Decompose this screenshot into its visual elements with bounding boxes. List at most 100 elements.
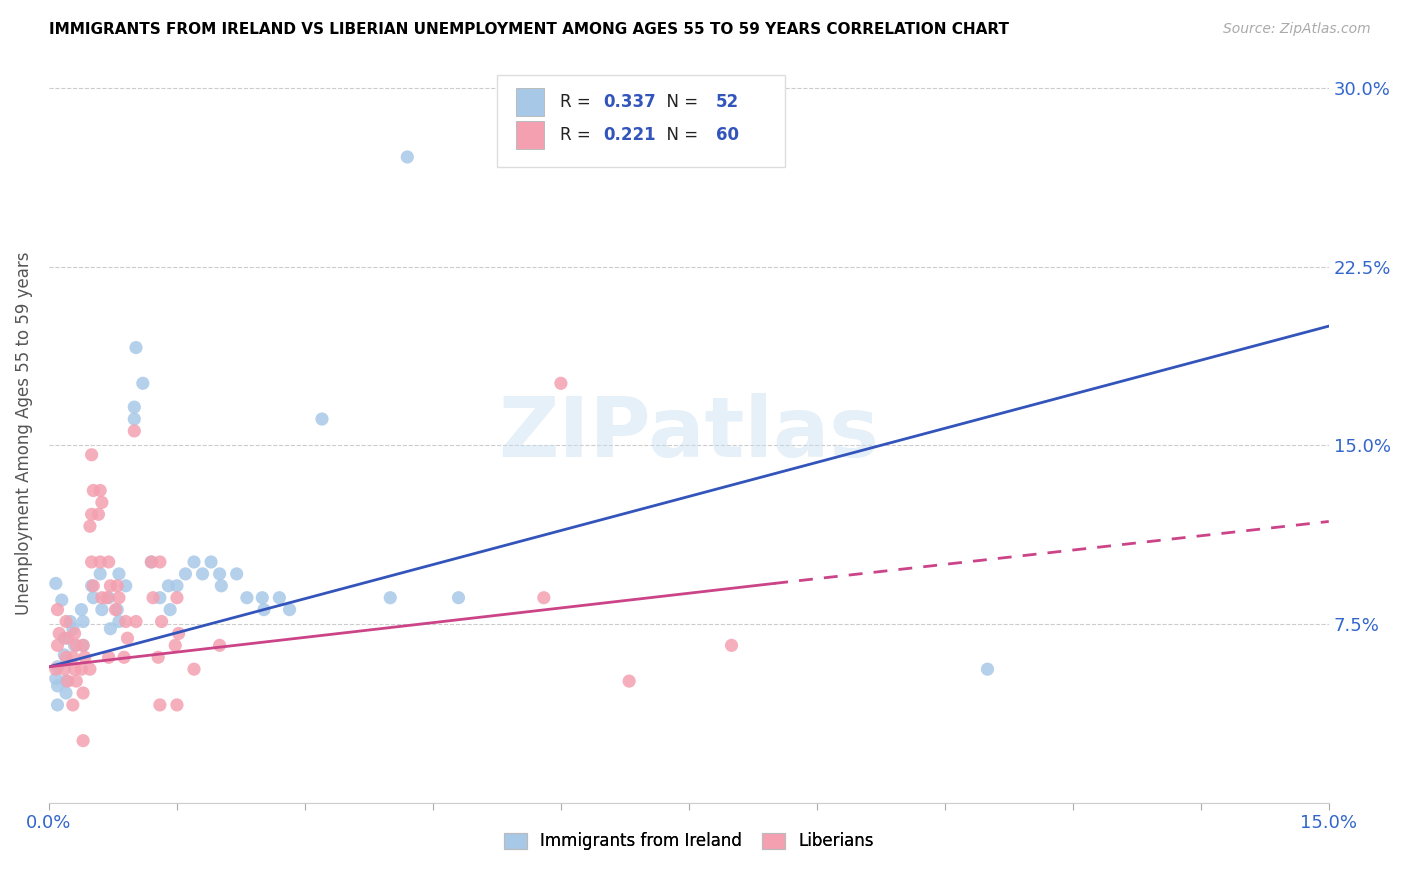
Point <box>45 662 67 676</box>
Point <box>96 591 118 605</box>
Point <box>46 602 69 616</box>
Point <box>447 591 470 605</box>
Point <box>533 591 555 605</box>
Point <box>90 495 112 509</box>
Point <box>90 602 112 616</box>
Point <box>79 662 101 676</box>
Point <box>104 602 127 616</box>
Point <box>269 591 291 605</box>
Point <box>82 579 104 593</box>
Point <box>167 626 190 640</box>
Point <box>380 591 402 605</box>
Point <box>157 579 180 593</box>
Point <box>72 733 94 747</box>
Point <box>55 674 77 689</box>
Point <box>209 579 232 593</box>
Point <box>141 555 163 569</box>
Point <box>46 638 69 652</box>
Point <box>55 650 77 665</box>
Text: 60: 60 <box>716 126 738 144</box>
Text: 52: 52 <box>716 93 740 111</box>
Point <box>149 555 172 569</box>
Point <box>396 150 419 164</box>
Point <box>105 602 128 616</box>
Point <box>82 483 104 498</box>
Point <box>124 424 146 438</box>
Point <box>125 615 148 629</box>
Point <box>225 566 247 581</box>
Point <box>89 483 111 498</box>
Point <box>108 615 131 629</box>
Point <box>117 631 139 645</box>
Point <box>278 602 301 616</box>
Point <box>79 519 101 533</box>
Point <box>720 638 742 652</box>
Text: 0.221: 0.221 <box>603 126 655 144</box>
Point <box>45 576 67 591</box>
Point <box>108 566 131 581</box>
Point <box>72 638 94 652</box>
Point <box>174 566 197 581</box>
Point <box>252 591 274 605</box>
Point <box>48 626 70 640</box>
Point <box>46 679 69 693</box>
Point <box>100 579 122 593</box>
Point <box>100 622 122 636</box>
Point <box>53 631 76 645</box>
Point <box>63 638 86 652</box>
Point <box>90 591 112 605</box>
Point <box>72 615 94 629</box>
Text: N =: N = <box>655 93 703 111</box>
Point <box>65 638 87 652</box>
Point <box>62 698 84 712</box>
Point <box>142 591 165 605</box>
Text: 0.337: 0.337 <box>603 93 655 111</box>
Point <box>112 650 135 665</box>
FancyBboxPatch shape <box>516 87 544 116</box>
Point <box>59 615 82 629</box>
Point <box>53 648 76 662</box>
Point <box>62 650 84 665</box>
Text: ZIPatlas: ZIPatlas <box>498 392 879 474</box>
Point <box>63 626 86 640</box>
Point <box>148 650 170 665</box>
Point <box>166 591 188 605</box>
Point <box>72 638 94 652</box>
Point <box>125 341 148 355</box>
Point <box>72 686 94 700</box>
Legend: Immigrants from Ireland, Liberians: Immigrants from Ireland, Liberians <box>496 826 882 857</box>
Point <box>65 674 87 689</box>
Point <box>70 662 93 676</box>
Point <box>53 662 76 676</box>
Point <box>55 686 77 700</box>
Point <box>73 650 96 665</box>
Point <box>63 662 86 676</box>
Point <box>124 412 146 426</box>
Point <box>124 400 146 414</box>
Point <box>149 698 172 712</box>
Point <box>46 660 69 674</box>
Point <box>550 376 572 391</box>
FancyBboxPatch shape <box>496 75 785 168</box>
Point <box>105 579 128 593</box>
Point <box>89 566 111 581</box>
Point <box>80 448 103 462</box>
Point <box>165 638 187 652</box>
Text: Source: ZipAtlas.com: Source: ZipAtlas.com <box>1223 22 1371 37</box>
Point <box>87 508 110 522</box>
Point <box>70 602 93 616</box>
Point <box>166 579 188 593</box>
Point <box>56 631 79 645</box>
Text: R =: R = <box>560 126 596 144</box>
Point <box>132 376 155 391</box>
Y-axis label: Unemployment Among Ages 55 to 59 years: Unemployment Among Ages 55 to 59 years <box>15 252 32 615</box>
Point <box>976 662 998 676</box>
Point <box>183 555 205 569</box>
Point <box>166 698 188 712</box>
Point <box>183 662 205 676</box>
Point <box>51 593 73 607</box>
Point <box>89 555 111 569</box>
Point <box>80 555 103 569</box>
Point <box>80 579 103 593</box>
Text: R =: R = <box>560 93 596 111</box>
